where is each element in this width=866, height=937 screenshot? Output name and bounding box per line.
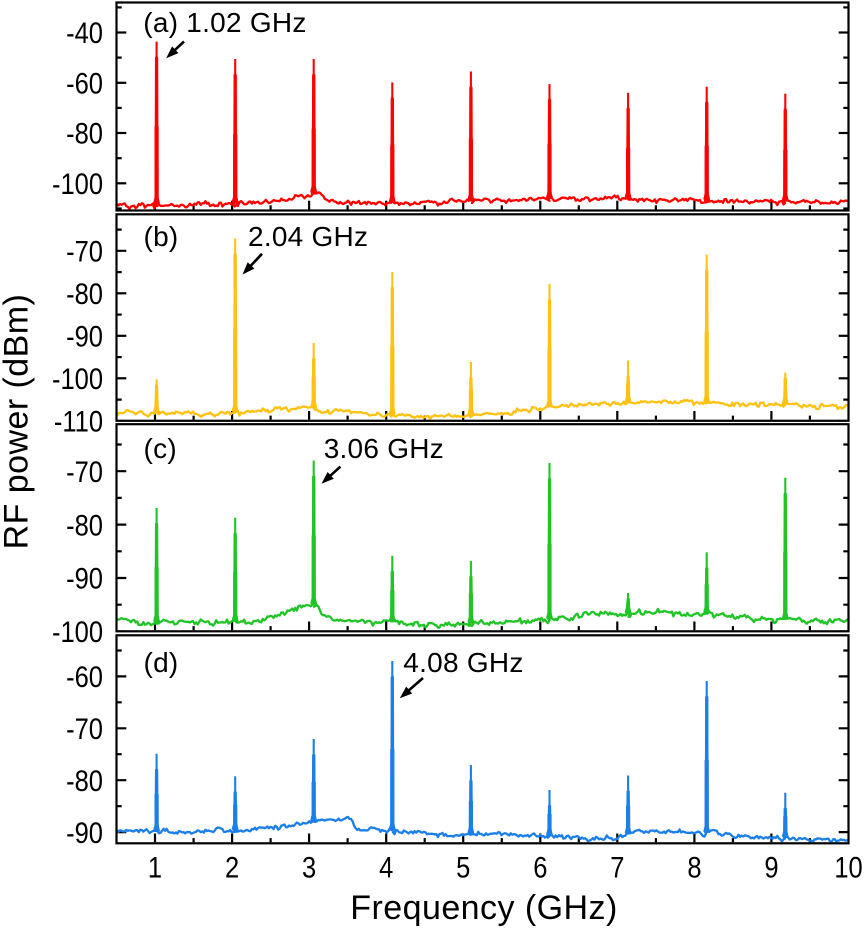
svg-text:3: 3 xyxy=(302,850,316,883)
svg-text:9: 9 xyxy=(764,850,778,883)
svg-text:-110: -110 xyxy=(54,405,103,438)
svg-text:-90: -90 xyxy=(66,562,103,595)
svg-text:Frequency (GHz): Frequency (GHz) xyxy=(350,889,617,927)
svg-text:2.04 GHz: 2.04 GHz xyxy=(248,221,368,252)
svg-text:-70: -70 xyxy=(66,235,103,268)
svg-text:-100: -100 xyxy=(52,362,103,395)
svg-text:(b): (b) xyxy=(144,221,179,252)
svg-text:-100: -100 xyxy=(52,615,103,648)
svg-text:-80: -80 xyxy=(66,277,103,310)
svg-text:4.08 GHz: 4.08 GHz xyxy=(403,647,523,678)
svg-text:-80: -80 xyxy=(66,508,103,541)
svg-text:-90: -90 xyxy=(66,816,103,849)
svg-text:-80: -80 xyxy=(66,764,103,797)
svg-text:(d): (d) xyxy=(144,647,179,678)
svg-text:8: 8 xyxy=(687,850,701,883)
svg-text:-70: -70 xyxy=(66,712,103,745)
svg-text:(a) 1.02 GHz: (a) 1.02 GHz xyxy=(143,7,306,38)
svg-text:5: 5 xyxy=(456,850,470,883)
svg-text:7: 7 xyxy=(610,850,624,883)
svg-text:4: 4 xyxy=(379,850,393,883)
svg-text:1: 1 xyxy=(148,850,162,883)
svg-text:6: 6 xyxy=(533,850,547,883)
svg-text:-80: -80 xyxy=(66,117,103,150)
svg-text:-70: -70 xyxy=(66,455,103,488)
svg-text:RF power (dBm): RF power (dBm) xyxy=(0,294,36,550)
svg-text:(c): (c) xyxy=(144,433,177,464)
svg-text:-60: -60 xyxy=(66,67,103,100)
svg-text:3.06 GHz: 3.06 GHz xyxy=(324,433,444,464)
svg-text:-40: -40 xyxy=(66,16,103,49)
svg-text:-60: -60 xyxy=(66,660,103,693)
svg-text:-100: -100 xyxy=(52,167,103,200)
svg-text:2: 2 xyxy=(225,850,239,883)
svg-text:-90: -90 xyxy=(66,320,103,353)
svg-text:10: 10 xyxy=(834,850,862,883)
